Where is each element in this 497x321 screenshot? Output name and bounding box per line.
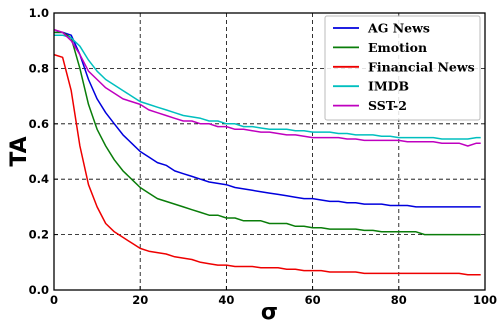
legend-label: AG News	[367, 21, 430, 36]
legend-label: IMDB	[368, 79, 409, 94]
x-tick-label: 20	[132, 293, 148, 307]
y-tick-label: 0.6	[29, 117, 49, 131]
y-tick-label: 1.0	[29, 6, 49, 20]
series-line-imdb	[54, 34, 481, 140]
y-tick-label: 0.2	[29, 228, 49, 242]
series-lines	[53, 28, 481, 276]
x-tick-labels: 0 20 40 60 80 100	[50, 293, 497, 307]
x-tick-label: 80	[391, 293, 407, 307]
x-tick-label: 60	[305, 293, 321, 307]
y-axis-label: TA	[7, 136, 32, 166]
y-tick-label: 0.8	[29, 61, 49, 75]
y-tick-label: 0.4	[29, 172, 49, 186]
legend-box	[324, 15, 481, 121]
series-line-ag-news	[54, 31, 481, 208]
legend-label: Financial News	[368, 59, 475, 74]
x-axis-label: σ	[261, 300, 278, 321]
legend: AG News Emotion Financial News IMDB SST-2	[324, 15, 481, 121]
y-tick-label: 0.0	[29, 283, 49, 297]
x-tick-label: 0	[50, 293, 58, 307]
axis-ticks	[53, 12, 486, 291]
series-line-financial-news	[53, 53, 481, 276]
x-tick-label: 40	[218, 293, 234, 307]
legend-label: Emotion	[368, 40, 427, 55]
legend-label: SST-2	[368, 98, 407, 113]
series-line-emotion	[54, 31, 481, 236]
y-tick-labels: 0.0 0.2 0.4 0.6 0.8 1.0	[29, 6, 49, 297]
plot-frame	[53, 12, 486, 291]
x-tick-label: 100	[473, 293, 497, 307]
series-line-sst-2	[53, 28, 481, 147]
